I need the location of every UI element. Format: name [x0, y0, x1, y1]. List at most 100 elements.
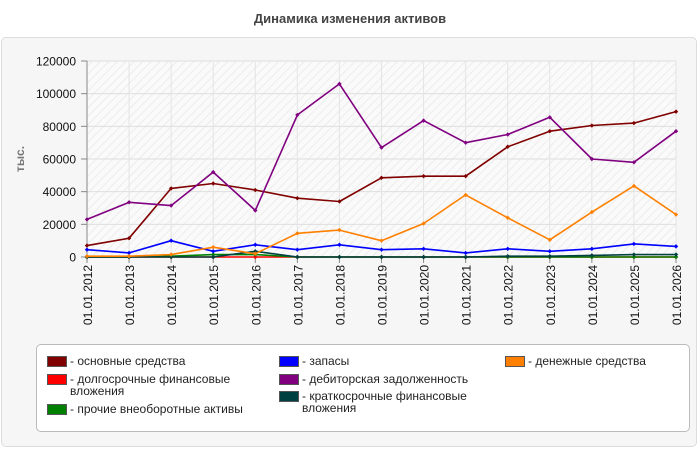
data-point [505, 253, 510, 259]
data-point [168, 238, 174, 243]
x-tick-label: 01.01.2023 [544, 265, 558, 325]
data-point [589, 253, 595, 258]
data-point [295, 247, 300, 252]
data-point [631, 252, 637, 257]
data-point [421, 254, 426, 260]
y-tick-label: 20000 [43, 218, 77, 232]
legend-item: - дебиторская задолженность [279, 373, 489, 385]
x-tick-label: 01.01.2021 [460, 265, 474, 325]
data-point [211, 254, 216, 260]
data-point [421, 221, 426, 226]
data-point [631, 120, 637, 126]
data-point [84, 243, 90, 248]
chart-plot: 0 20000 40000 60000 80000 100000 120000 01.01.… [13, 55, 684, 326]
x-tick-label: 01.01.2016 [249, 265, 263, 325]
data-point [126, 200, 132, 205]
series-group [84, 109, 679, 248]
legend-item: - денежные средства [505, 355, 685, 367]
legend-swatch [47, 374, 67, 385]
data-point [421, 118, 426, 123]
y-tick-label: 100000 [36, 87, 76, 101]
data-point [379, 254, 384, 260]
data-point [168, 203, 174, 208]
legend-item: - долгосрочные финансовые вложения [47, 373, 267, 397]
x-tick-label: 01.01.2019 [376, 265, 390, 325]
data-point [673, 129, 679, 134]
legend-swatch [279, 374, 299, 385]
data-point [295, 196, 300, 201]
legend-swatch [47, 404, 67, 415]
data-point [673, 252, 679, 257]
data-point [463, 173, 468, 179]
data-point [463, 250, 468, 256]
series-lines [84, 81, 679, 260]
data-point [379, 175, 384, 180]
data-point [547, 249, 552, 254]
series-group [84, 81, 679, 222]
data-point [631, 254, 637, 260]
legend-label: - основные средства [70, 354, 186, 368]
data-point [211, 181, 216, 186]
series-group [84, 238, 679, 256]
data-point [84, 247, 90, 252]
data-point [295, 231, 300, 236]
x-tick-label: 01.01.2014 [165, 265, 179, 325]
data-point [168, 186, 174, 191]
data-point [126, 250, 132, 256]
legend-item: - запасы [279, 355, 489, 367]
data-point [126, 236, 132, 241]
data-point [253, 187, 258, 193]
data-point [463, 192, 468, 198]
x-axis: 01.01.2012 01.01.2013 01.01.2014 01.01.2015… [81, 256, 684, 325]
data-point [295, 254, 300, 260]
data-point [505, 132, 510, 137]
data-point [337, 227, 342, 233]
grid-lines [86, 60, 677, 258]
data-point [505, 215, 510, 220]
x-tick-label: 01.01.2020 [418, 265, 432, 325]
data-point [505, 246, 510, 252]
data-point [631, 183, 637, 189]
data-point [253, 242, 258, 247]
y-tick-label: 0 [69, 251, 76, 265]
data-point [253, 208, 258, 213]
x-tick-label: 01.01.2017 [291, 265, 305, 325]
data-point [589, 246, 595, 252]
legend-label: - дебиторская задолженность [302, 372, 469, 386]
data-point [631, 241, 637, 247]
y-axis: 0 20000 40000 60000 80000 100000 120000 [36, 55, 88, 265]
data-point [211, 169, 216, 175]
data-point [547, 115, 552, 120]
y-axis-label: тыс. [13, 146, 27, 172]
x-tick-label: 01.01.2013 [123, 265, 137, 325]
legend-label: - прочие внеоборотные активы [70, 402, 243, 416]
data-point [547, 129, 552, 134]
data-point [337, 81, 342, 87]
legend-swatch [279, 391, 299, 402]
legend-swatch [279, 356, 299, 367]
series-group [84, 183, 679, 259]
data-point [379, 238, 384, 243]
data-point [379, 145, 384, 150]
data-point [337, 199, 342, 204]
data-point [211, 252, 216, 257]
data-point [589, 123, 595, 128]
data-point [547, 237, 552, 243]
data-point [337, 242, 342, 247]
y-tick-label: 80000 [43, 120, 77, 134]
x-tick-label: 01.01.2022 [502, 265, 516, 325]
data-point [463, 254, 468, 260]
x-tick-label: 01.01.2026 [670, 265, 684, 325]
data-point [421, 173, 426, 179]
data-point [673, 254, 679, 260]
legend-label: - запасы [302, 354, 350, 368]
y-tick-label: 40000 [43, 185, 77, 199]
y-tick-label: 120000 [36, 55, 76, 69]
data-point [84, 253, 90, 259]
x-tick-label: 01.01.2018 [333, 265, 347, 325]
legend-item: - прочие внеоборотные активы [47, 403, 267, 415]
data-point [379, 247, 384, 252]
x-tick-label: 01.01.2024 [586, 265, 600, 325]
legend-label: - денежные средства [528, 354, 646, 368]
data-point [673, 212, 679, 217]
